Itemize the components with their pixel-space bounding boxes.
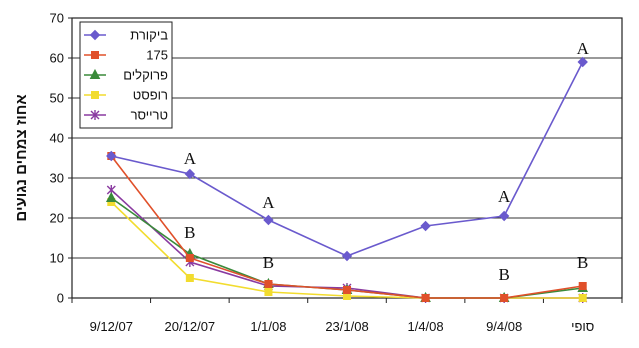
data-point — [421, 294, 430, 302]
data-point — [500, 294, 509, 302]
data-point — [578, 294, 587, 302]
legend-swatch-marker — [89, 29, 101, 41]
legend-item: ביקורת — [84, 28, 168, 43]
legend-swatch-marker — [89, 68, 101, 79]
x-tick-label: 20/12/07 — [165, 319, 216, 334]
significance-annotations: A B A B A B A B — [184, 39, 590, 284]
data-point — [577, 56, 588, 68]
x-tick-label: 9/12/07 — [90, 319, 133, 334]
y-tick-label: 20 — [50, 211, 64, 226]
legend-item: טרייסר — [84, 108, 168, 123]
series-1 — [107, 152, 587, 302]
data-point — [106, 150, 117, 162]
series-2 — [105, 191, 589, 302]
significance-label: B — [577, 253, 588, 272]
legend-label: 175 — [146, 48, 168, 63]
significance-label: B — [263, 253, 274, 272]
legend-item: פרוקלים — [84, 68, 168, 83]
y-tick-label: 50 — [50, 91, 64, 106]
data-point — [185, 254, 194, 262]
data-point — [498, 210, 510, 222]
y-tick-label: 70 — [50, 11, 64, 26]
data-point — [578, 282, 587, 290]
significance-label: A — [262, 193, 275, 212]
x-tick-label: 1/4/08 — [407, 319, 443, 334]
significance-label: B — [498, 265, 509, 284]
data-point — [343, 286, 351, 294]
series-0 — [106, 56, 588, 262]
series-line — [110, 155, 583, 299]
legend-label: רופסט — [133, 88, 168, 103]
legend-label: ביקורת — [130, 28, 168, 43]
x-tick-label: 23/1/08 — [325, 319, 368, 334]
x-tick-label: 1/1/08 — [250, 319, 286, 334]
legend-item: רופסט — [84, 88, 168, 103]
x-tick-label: 9/4/08 — [486, 319, 522, 334]
legend-label: טרייסר — [131, 108, 168, 123]
y-tick-label: 30 — [50, 171, 64, 186]
y-tick-label: 60 — [50, 51, 64, 66]
series-line — [110, 189, 583, 299]
legend: ביקורת 175 פרוקלים רופסט טרייסר — [79, 21, 173, 129]
data-point — [184, 168, 196, 180]
x-tick-label: סופי — [571, 319, 594, 334]
data-point — [264, 280, 273, 288]
legend-item: 175 — [84, 48, 168, 63]
significance-label: A — [577, 39, 590, 58]
y-tick-label: 0 — [57, 291, 64, 306]
data-point — [185, 274, 194, 282]
y-axis: 0 10 20 30 40 50 60 70 — [50, 11, 72, 306]
significance-label: A — [498, 187, 511, 206]
series-line — [111, 61, 584, 257]
y-tick-label: 40 — [50, 131, 64, 146]
data-point — [263, 214, 274, 226]
data-point — [105, 191, 117, 202]
legend-label: פרוקלים — [123, 68, 168, 83]
significance-label: B — [184, 223, 195, 242]
data-point — [341, 250, 353, 262]
legend-swatch-marker — [91, 51, 99, 59]
legend-swatch-marker — [91, 91, 99, 99]
legend-swatch-marker — [90, 110, 100, 120]
data-point — [264, 288, 273, 296]
y-axis-label: אחוז צמחים נגועים — [13, 94, 30, 221]
x-axis: 9/12/07 20/12/07 1/1/08 23/1/08 1/4/08 9/4/08… — [71, 298, 623, 334]
y-tick-label: 10 — [50, 251, 64, 266]
data-point — [420, 220, 431, 232]
significance-label: A — [184, 149, 197, 168]
series-group — [105, 56, 589, 303]
